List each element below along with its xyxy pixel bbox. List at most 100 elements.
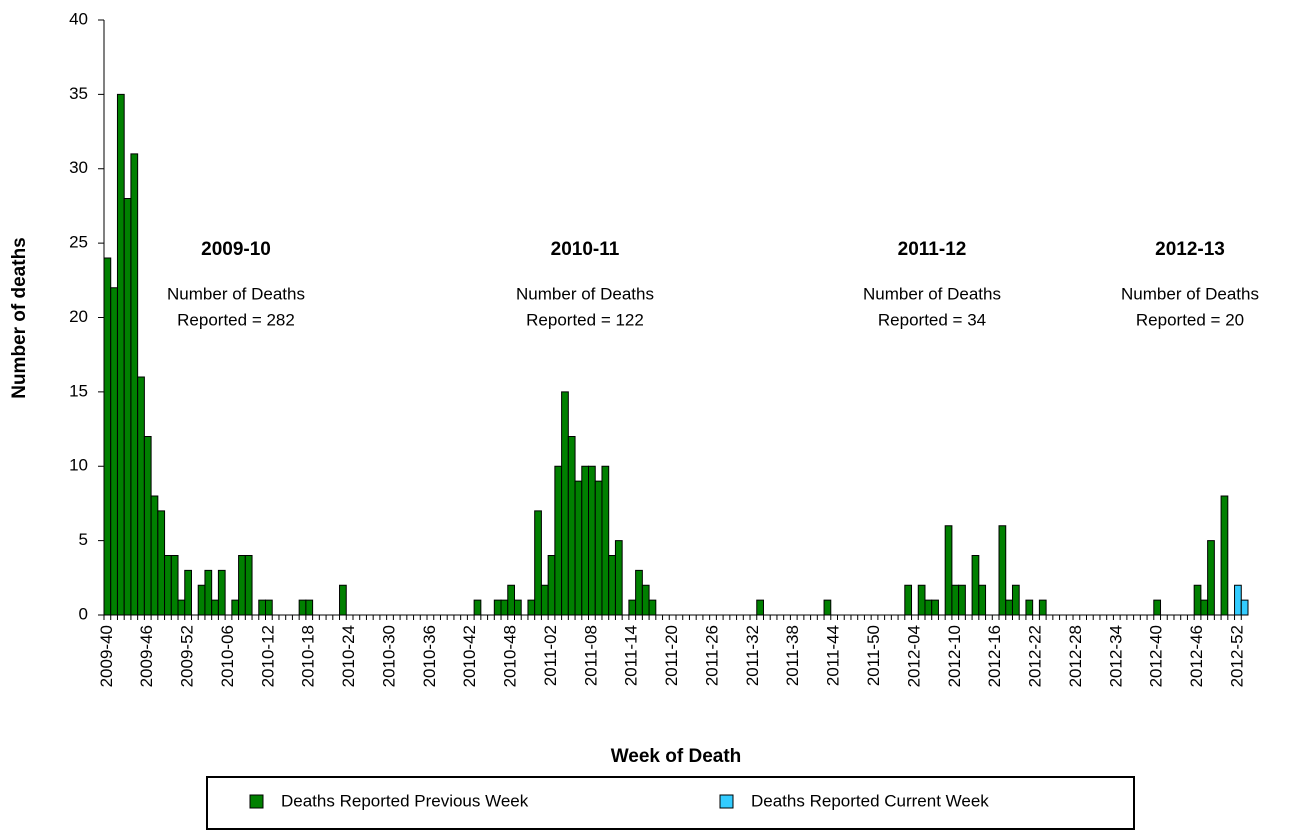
bar: [641, 584, 650, 616]
bar: [978, 584, 987, 616]
bar: [164, 555, 172, 616]
y-axis-title: Number of deaths: [9, 237, 30, 399]
bar: [1038, 599, 1047, 616]
x-tick-label: 2009-40: [97, 625, 116, 687]
bar: [204, 569, 213, 616]
bar: [540, 584, 549, 616]
x-tick-label: 2012-46: [1187, 625, 1206, 687]
bar: [211, 599, 219, 616]
bar: [588, 465, 596, 616]
bar: [635, 569, 643, 616]
bar: [217, 569, 226, 616]
bar: [1005, 599, 1013, 616]
bar: [1153, 599, 1162, 616]
legend-label: Deaths Reported Previous Week: [281, 791, 529, 810]
x-tick-label: 2011-02: [541, 625, 560, 686]
bar: [756, 599, 764, 616]
bar: [601, 465, 610, 616]
y-tick-label: 10: [69, 456, 88, 475]
x-tick-label: 2011-38: [783, 625, 802, 686]
x-tick-label: 2012-10: [945, 625, 964, 687]
y-tick-label: 0: [79, 604, 88, 623]
bar: [951, 584, 960, 616]
x-tick-label: 2012-40: [1147, 625, 1166, 687]
x-tick-label: 2009-52: [178, 625, 197, 687]
legend-swatch: [719, 794, 734, 809]
x-tick-label: 2010-48: [501, 625, 520, 687]
x-axis-title: Week of Death: [611, 746, 742, 767]
bar: [500, 599, 509, 616]
x-tick-label: 2010-12: [258, 625, 277, 687]
bar: [258, 599, 267, 616]
x-tick-label: 2012-28: [1066, 625, 1085, 687]
bar: [130, 153, 139, 616]
bar: [473, 599, 482, 616]
x-tick-label: 2012-04: [904, 625, 923, 687]
bar: [493, 599, 502, 616]
bar: [594, 480, 603, 616]
x-tick-label: 2012-22: [1026, 625, 1045, 687]
x-tick-label: 2012-34: [1106, 625, 1125, 687]
x-tick-label: 2010-30: [379, 625, 398, 687]
bar: [339, 584, 347, 616]
bar: [998, 525, 1007, 616]
season-note: Reported = 34: [878, 310, 986, 329]
x-tick-label: 2011-20: [662, 625, 681, 686]
x-tick-label: 2011-44: [824, 625, 843, 686]
bar: [305, 599, 314, 616]
x-tick-label: 2012-52: [1227, 625, 1246, 687]
bar: [971, 555, 980, 616]
season-note: Number of Deaths: [167, 284, 305, 303]
legend-label: Deaths Reported Current Week: [751, 791, 989, 810]
bar: [547, 555, 556, 616]
bar: [143, 436, 152, 616]
season-note: Number of Deaths: [516, 284, 654, 303]
season-label: 2012-13: [1155, 239, 1225, 260]
bar: [507, 584, 515, 616]
season-note: Reported = 122: [526, 310, 644, 329]
bar: [567, 436, 576, 616]
x-tick-label: 2009-46: [137, 625, 156, 687]
y-tick-label: 40: [69, 9, 88, 28]
bar: [123, 198, 132, 616]
bar: [265, 599, 273, 616]
bar: [917, 584, 926, 616]
bar: [238, 555, 246, 616]
bar: [823, 599, 832, 616]
bar: [608, 555, 616, 616]
x-tick-label: 2010-42: [460, 625, 479, 687]
bar: [534, 510, 542, 616]
bar: [177, 599, 186, 616]
season-label: 2009-10: [201, 239, 271, 260]
bar: [298, 599, 307, 616]
x-tick-label: 2012-16: [985, 625, 1004, 687]
bar: [184, 569, 192, 616]
bar: [1240, 599, 1249, 616]
bar: [231, 599, 240, 616]
x-tick-label: 2010-36: [420, 625, 439, 687]
legend-box: [206, 776, 1135, 830]
x-tick-label: 2011-26: [702, 625, 721, 686]
bar: [931, 599, 939, 616]
y-tick-label: 5: [79, 530, 88, 549]
bar: [1200, 599, 1209, 616]
y-tick-label: 15: [69, 381, 88, 400]
season-note: Reported = 20: [1136, 310, 1244, 329]
bar: [1220, 495, 1229, 616]
bar: [103, 257, 112, 616]
y-tick-label: 35: [69, 84, 88, 103]
bar: [614, 540, 623, 616]
bar: [157, 510, 166, 616]
bar: [527, 599, 536, 616]
bar: [1193, 584, 1202, 616]
bar: [924, 599, 933, 616]
bar: [513, 599, 522, 616]
season-label: 2010-11: [551, 239, 620, 260]
x-tick-label: 2010-18: [299, 625, 318, 687]
bar: [1025, 599, 1034, 616]
bar: [1207, 540, 1215, 616]
x-tick-label: 2010-06: [218, 625, 237, 687]
bar: [150, 495, 159, 616]
